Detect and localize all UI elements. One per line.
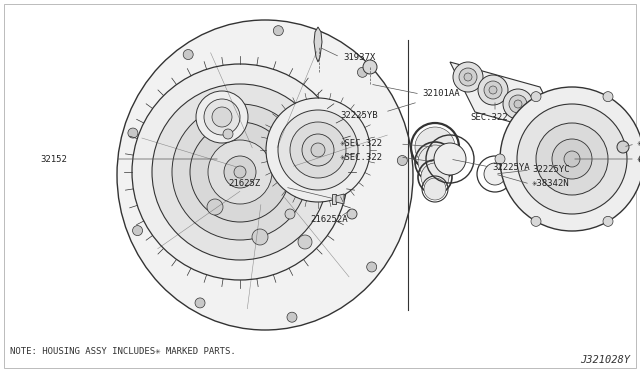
Circle shape: [421, 163, 449, 191]
Circle shape: [266, 98, 370, 202]
Circle shape: [347, 209, 357, 219]
Circle shape: [278, 110, 358, 190]
Circle shape: [534, 108, 552, 126]
Circle shape: [617, 141, 629, 153]
Circle shape: [252, 229, 268, 245]
Circle shape: [273, 26, 284, 36]
Circle shape: [536, 123, 608, 195]
Circle shape: [285, 209, 295, 219]
Circle shape: [195, 298, 205, 308]
Text: ✳SEC.322: ✳SEC.322: [340, 153, 383, 161]
Circle shape: [298, 235, 312, 249]
Circle shape: [212, 107, 232, 127]
Text: 21625Z: 21625Z: [228, 180, 260, 189]
Circle shape: [363, 60, 377, 74]
Circle shape: [531, 92, 541, 102]
Text: ✳32161M: ✳32161M: [637, 154, 640, 164]
Circle shape: [484, 163, 506, 185]
Text: NOTE: HOUSING ASSY INCLUDES✳ MARKED PARTS.: NOTE: HOUSING ASSY INCLUDES✳ MARKED PART…: [10, 347, 236, 356]
Circle shape: [302, 134, 334, 166]
Circle shape: [183, 49, 193, 60]
Text: 32225YA: 32225YA: [492, 163, 530, 171]
Circle shape: [603, 217, 613, 226]
Text: SEC.322: SEC.322: [470, 112, 508, 122]
Text: 32152: 32152: [40, 154, 67, 164]
Circle shape: [132, 225, 143, 235]
Text: ✳38342N: ✳38342N: [532, 180, 570, 189]
Circle shape: [207, 199, 223, 215]
Polygon shape: [314, 27, 322, 62]
Circle shape: [514, 100, 522, 108]
Circle shape: [495, 154, 505, 164]
Circle shape: [196, 91, 248, 143]
Circle shape: [517, 104, 627, 214]
Circle shape: [224, 156, 256, 188]
Circle shape: [172, 104, 308, 240]
Circle shape: [459, 68, 477, 86]
Circle shape: [434, 143, 466, 175]
Circle shape: [503, 89, 533, 119]
Circle shape: [424, 178, 446, 200]
Circle shape: [397, 155, 407, 166]
Circle shape: [223, 129, 233, 139]
Circle shape: [464, 73, 472, 81]
Circle shape: [500, 87, 640, 231]
Circle shape: [478, 75, 508, 105]
Circle shape: [287, 312, 297, 322]
Text: 216252A: 216252A: [310, 215, 348, 224]
Circle shape: [564, 151, 580, 167]
Circle shape: [204, 99, 240, 135]
Circle shape: [528, 102, 558, 132]
Circle shape: [552, 139, 592, 179]
Text: 32225YB: 32225YB: [340, 110, 378, 119]
Circle shape: [132, 64, 348, 280]
Text: ✳SEC.322: ✳SEC.322: [340, 140, 383, 148]
Circle shape: [190, 122, 290, 222]
Circle shape: [311, 143, 325, 157]
Circle shape: [531, 217, 541, 226]
Circle shape: [509, 95, 527, 113]
Circle shape: [234, 166, 246, 178]
Circle shape: [128, 128, 138, 138]
Text: 32101AA: 32101AA: [422, 90, 460, 99]
Circle shape: [639, 154, 640, 164]
Circle shape: [484, 81, 502, 99]
Circle shape: [290, 122, 346, 178]
Circle shape: [415, 127, 455, 167]
Circle shape: [603, 92, 613, 102]
Circle shape: [539, 113, 547, 121]
Circle shape: [208, 140, 272, 204]
Polygon shape: [332, 194, 336, 204]
Text: ✳32101A: ✳32101A: [637, 140, 640, 148]
Text: 32225YC: 32225YC: [532, 166, 570, 174]
Text: J321028Y: J321028Y: [580, 355, 630, 365]
Circle shape: [453, 62, 483, 92]
Circle shape: [418, 145, 452, 179]
Ellipse shape: [117, 20, 413, 330]
Polygon shape: [450, 62, 565, 137]
Polygon shape: [336, 194, 344, 204]
Circle shape: [367, 262, 377, 272]
Circle shape: [357, 67, 367, 77]
Circle shape: [152, 84, 328, 260]
Circle shape: [489, 86, 497, 94]
Text: 31937X: 31937X: [343, 52, 375, 61]
